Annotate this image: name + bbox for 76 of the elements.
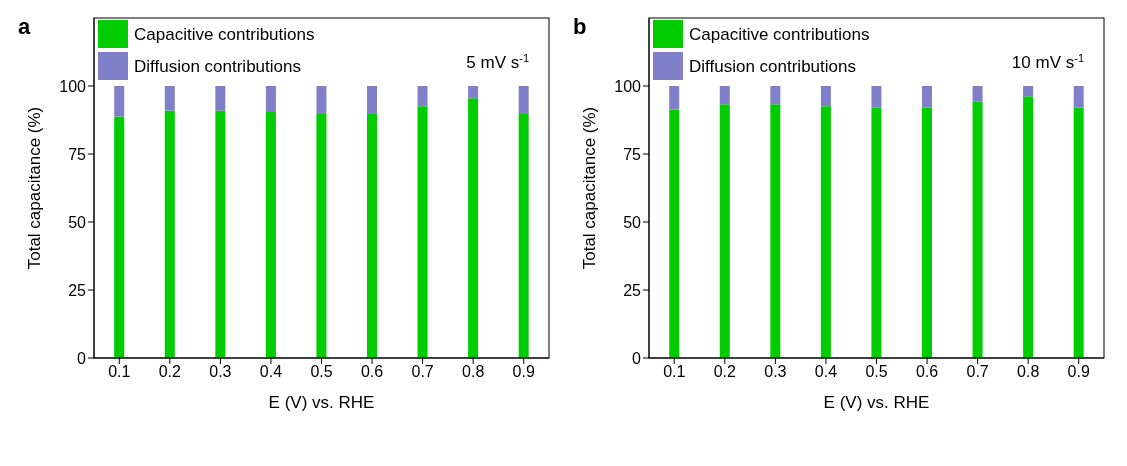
x-tick-label: 0.7 — [411, 363, 434, 381]
bar — [922, 86, 932, 108]
bar — [518, 114, 529, 358]
bar — [770, 104, 781, 358]
legend-label: Capacitive contributions — [134, 25, 315, 44]
y-tick-label: 50 — [623, 213, 642, 231]
bar — [316, 86, 327, 115]
y-tick-label: 0 — [77, 349, 87, 367]
x-tick-label: 0.1 — [108, 363, 131, 381]
bar — [265, 112, 276, 358]
x-axis-title: E (V) vs. RHE — [268, 393, 375, 412]
y-tick-label: 25 — [623, 281, 642, 299]
bar — [468, 86, 479, 99]
x-tick-label: 0.4 — [814, 363, 838, 381]
y-tick-label: 25 — [68, 281, 87, 299]
bar — [518, 86, 529, 115]
x-axis-title: E (V) vs. RHE — [823, 393, 930, 412]
bar — [820, 106, 831, 358]
x-tick-label: 0.9 — [1067, 363, 1090, 381]
bar — [367, 86, 377, 115]
legend-label: Diffusion contributions — [689, 57, 856, 76]
bar — [114, 86, 125, 117]
bar — [265, 86, 276, 113]
bar — [417, 106, 428, 358]
x-tick-label: 0.5 — [865, 363, 888, 381]
legend-label: Diffusion contributions — [134, 57, 301, 76]
x-tick-label: 0.3 — [209, 363, 232, 381]
chart-title: b — [573, 14, 587, 39]
x-tick-label: 0.4 — [259, 363, 283, 381]
y-tick-label: 75 — [68, 145, 87, 163]
bar — [114, 116, 125, 358]
bar — [669, 109, 680, 358]
bar — [1073, 86, 1084, 108]
y-tick-label: 100 — [614, 77, 642, 95]
bar — [215, 86, 226, 111]
x-tick-label: 0.5 — [310, 363, 333, 381]
y-tick-label: 0 — [632, 349, 642, 367]
bar — [417, 86, 428, 107]
x-tick-label: 0.2 — [713, 363, 737, 381]
bar — [1023, 86, 1034, 97]
bar — [972, 101, 983, 358]
x-tick-label: 0.2 — [158, 363, 182, 381]
bar — [669, 86, 680, 110]
y-tick-label: 75 — [623, 145, 642, 163]
bar — [468, 98, 479, 358]
bar — [871, 107, 882, 358]
bar — [367, 114, 377, 358]
bar — [1073, 107, 1084, 358]
y-axis-title: Total capacitance (%) — [25, 106, 45, 270]
y-tick-label: 100 — [59, 77, 87, 95]
bar — [164, 86, 175, 111]
bar — [922, 107, 932, 358]
annotation: 5 mV s$^{-1}$ — [466, 52, 529, 72]
x-tick-label: 0.3 — [764, 363, 787, 381]
x-tick-label: 0.9 — [512, 363, 535, 381]
bar — [719, 86, 730, 105]
x-tick-label: 0.1 — [663, 363, 686, 381]
bar — [770, 86, 781, 105]
bar — [871, 86, 882, 108]
y-axis-title: Total capacitance (%) — [580, 106, 600, 270]
bar — [1023, 96, 1034, 358]
bar — [215, 110, 226, 358]
chart-title: a — [18, 14, 31, 39]
x-tick-label: 0.6 — [360, 363, 384, 381]
x-tick-label: 0.8 — [462, 363, 485, 381]
bar — [164, 110, 175, 358]
x-tick-label: 0.6 — [915, 363, 939, 381]
legend-label: Capacitive contributions — [689, 25, 870, 44]
bar — [972, 86, 983, 102]
bar — [316, 114, 327, 358]
bar — [719, 104, 730, 358]
x-tick-label: 0.7 — [966, 363, 989, 381]
y-tick-label: 50 — [68, 213, 87, 231]
annotation: 10 mV s$^{-1}$ — [1011, 52, 1084, 72]
x-tick-label: 0.8 — [1017, 363, 1040, 381]
bar — [820, 86, 831, 107]
